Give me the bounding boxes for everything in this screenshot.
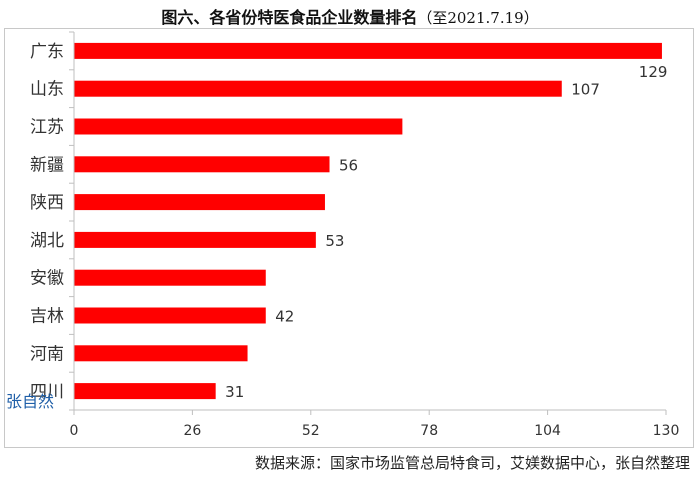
bar	[74, 383, 216, 400]
data-label: 107	[571, 81, 600, 99]
chart-title: 图六、各省份特医食品企业数量排名（至2021.7.19）	[0, 4, 700, 28]
x-tick-label: 52	[302, 423, 320, 439]
x-tick-label: 130	[653, 423, 680, 439]
category-label: 河南	[30, 344, 64, 364]
bar	[74, 345, 248, 362]
bar	[74, 194, 325, 211]
bar	[74, 307, 266, 324]
chart-area: 0 26 52 78 104 130 广东 129 山东 107 江苏新疆 56 陕西湖北 53 安徽吉林 4…	[4, 28, 694, 448]
category-label: 安徽	[30, 269, 64, 289]
author-watermark: 张自然	[6, 392, 55, 411]
bar	[74, 80, 562, 97]
chart-title-date: （至2021.7.19）	[417, 9, 539, 27]
data-label: 31	[225, 383, 244, 401]
category-label: 广东	[30, 42, 64, 62]
category-label: 四川	[30, 382, 64, 402]
bar	[74, 231, 316, 248]
category-label: 山东	[30, 80, 64, 100]
bar	[74, 42, 662, 59]
category-label: 陕西	[30, 193, 64, 213]
x-tick-label: 0	[70, 423, 79, 439]
x-tick-label: 26	[183, 423, 201, 439]
source-note: 数据来源：国家市场监管总局特食司，艾媄数据中心，张自然整理	[254, 454, 690, 472]
data-label: 56	[339, 156, 358, 174]
bar	[74, 269, 266, 286]
category-label: 江苏	[30, 118, 64, 138]
x-tick-label: 104	[534, 423, 561, 439]
x-tick-label: 78	[420, 423, 438, 439]
chart-title-main: 图六、各省份特医食品企业数量排名	[161, 8, 418, 27]
bar	[74, 118, 403, 135]
data-label: 42	[275, 308, 294, 326]
bar	[74, 156, 330, 173]
category-label: 新疆	[30, 155, 64, 175]
data-label: 129	[639, 63, 668, 81]
category-label: 湖北	[30, 231, 64, 251]
data-label: 53	[325, 232, 344, 250]
category-label: 吉林	[30, 307, 64, 327]
